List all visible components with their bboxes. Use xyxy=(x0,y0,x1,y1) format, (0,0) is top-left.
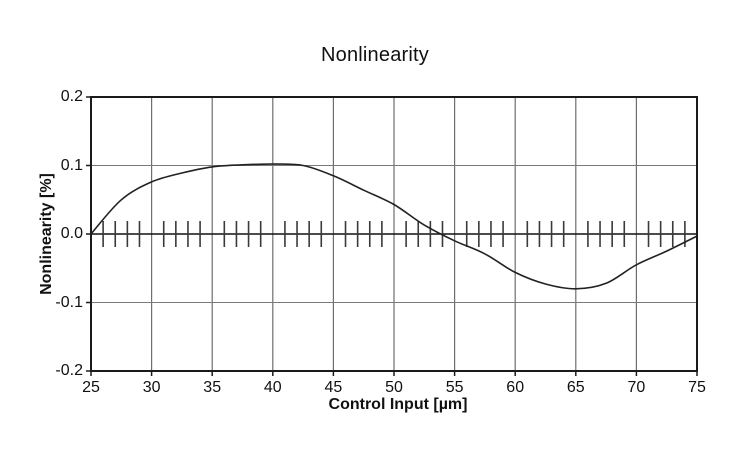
x-tick-label: 75 xyxy=(688,379,706,396)
chart-title: Nonlinearity xyxy=(320,44,429,66)
x-tick-label: 30 xyxy=(142,379,161,396)
y-tick-label: -0.2 xyxy=(55,362,83,379)
x-tick-label: 60 xyxy=(506,379,525,396)
y-tick-label: -0.1 xyxy=(55,293,83,311)
x-tick-label: 70 xyxy=(627,379,646,396)
x-tick-label: 35 xyxy=(203,379,222,396)
x-tick-label: 45 xyxy=(324,379,343,396)
x-tick-label: 55 xyxy=(445,379,464,396)
x-tick-label: 40 xyxy=(263,379,282,396)
x-tick-label: 50 xyxy=(385,379,403,396)
x-tick-label: 65 xyxy=(566,379,585,396)
x-axis-label: Control Input [µm] xyxy=(328,396,468,413)
y-tick-label: 0.0 xyxy=(60,225,83,242)
x-tick-label: 25 xyxy=(82,379,100,396)
y-tick-label: 0.2 xyxy=(60,88,83,105)
y-tick-label: 0.1 xyxy=(60,156,83,174)
data-curve xyxy=(90,163,698,290)
